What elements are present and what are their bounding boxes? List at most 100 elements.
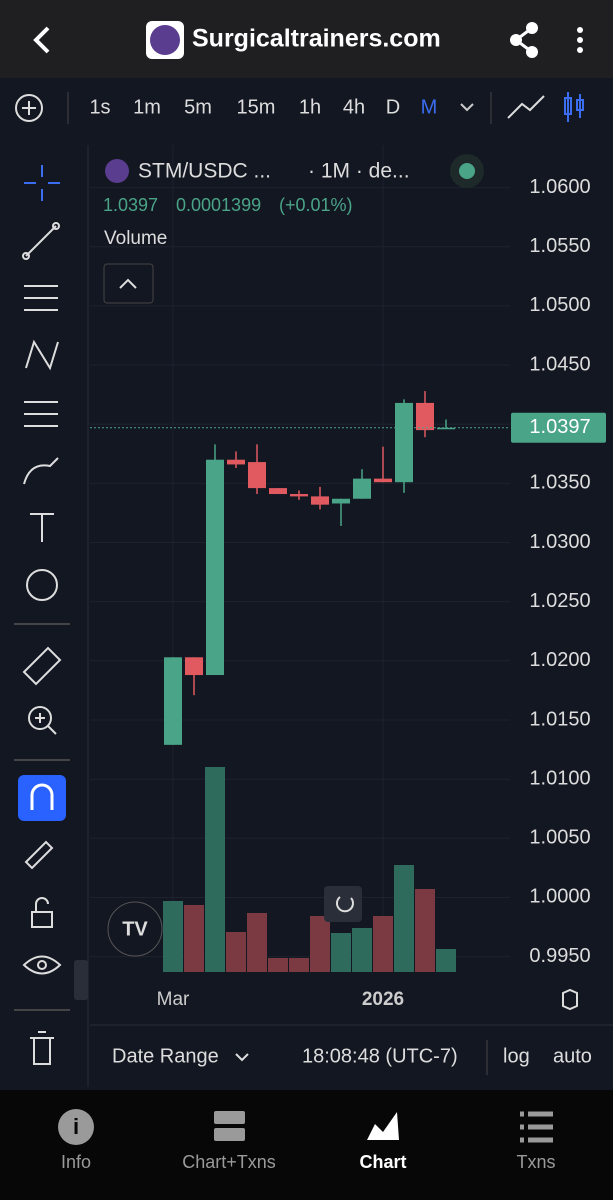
x-tick-label: Mar	[157, 989, 190, 1010]
candle-button[interactable]	[564, 92, 584, 122]
toolbar-toggle[interactable]	[74, 960, 88, 1000]
nav-item[interactable]: Chart	[359, 1152, 406, 1172]
log-toggle[interactable]: log	[503, 1045, 530, 1067]
nav-item[interactable]: Txns	[516, 1152, 555, 1172]
y-tick-label: 1.0300	[529, 531, 590, 553]
chart: 1.06001.05501.05001.04501.04001.03501.03…	[90, 145, 606, 1010]
candle-body	[269, 488, 287, 495]
more-timeframes[interactable]	[460, 103, 474, 112]
volume-bar	[310, 916, 330, 972]
study-label: Volume	[104, 228, 167, 249]
volume-bar	[436, 949, 456, 972]
y-tick-label: 0.9950	[529, 945, 590, 967]
y-tick-label: 1.0550	[529, 235, 590, 257]
y-tick-label: 1.0100	[529, 767, 590, 789]
volume-bar	[289, 958, 309, 972]
candle-body	[374, 478, 392, 483]
nav-items: Info Chart+Txns Chart Txns	[61, 1152, 556, 1172]
timeframe[interactable]: 4h	[343, 96, 365, 118]
tv-logo	[107, 901, 163, 957]
timeframes: 1s 1m 5m 15m 1h 4h D M	[89, 96, 437, 118]
date-range-caret	[235, 1053, 249, 1062]
tool-icons	[14, 165, 70, 761]
change: 0.0001399	[176, 195, 261, 215]
status-dot	[459, 163, 475, 179]
y-tick-label: 1.0500	[529, 294, 590, 316]
bottom-nav	[0, 1090, 613, 1200]
y-tick-label: 1.0150	[529, 708, 590, 730]
site-title: Surgicaltrainers.com	[192, 25, 441, 53]
symbol-logo	[105, 159, 129, 183]
settings-button[interactable]	[562, 988, 578, 1011]
magnet-button[interactable]	[18, 775, 66, 821]
nav-item[interactable]: Info	[61, 1152, 91, 1172]
menu-button[interactable]	[577, 27, 583, 53]
candle-body	[227, 459, 245, 465]
chart-icon	[367, 1112, 399, 1140]
reset-icon	[335, 896, 354, 913]
candle-body	[353, 478, 371, 499]
volume-bar	[163, 901, 183, 972]
back-button[interactable]	[33, 26, 50, 54]
reset-button[interactable]	[324, 886, 362, 922]
auto-toggle[interactable]: auto	[553, 1045, 592, 1067]
last-value: 1.0397	[103, 195, 158, 215]
candle-body	[311, 496, 329, 505]
tv-logo-mark: TV	[122, 918, 148, 940]
x-tick-label: 2026	[362, 989, 404, 1010]
change-pct: (+0.01%)	[279, 195, 353, 215]
y-tick-label: 1.0450	[529, 353, 590, 375]
collapse-icon	[119, 278, 137, 289]
add-button[interactable]	[15, 94, 43, 122]
magnet-icon	[30, 783, 54, 810]
info-icon	[58, 1109, 94, 1145]
share-button[interactable]	[510, 22, 538, 58]
volume-bar	[394, 865, 414, 972]
timeframe[interactable]: 1h	[299, 96, 321, 118]
timeframe[interactable]: 1s	[89, 96, 110, 118]
logo-mark	[150, 25, 180, 55]
y-tick-label: 1.0250	[529, 590, 590, 612]
candle-body	[248, 462, 266, 489]
interval: · 1M · de...	[308, 160, 410, 183]
y-tick-label: 1.0200	[529, 649, 590, 671]
add-icon	[22, 101, 36, 115]
y-tick-label: 1.0000	[529, 886, 590, 908]
y-tick-label: 1.0600	[529, 176, 590, 198]
last-price-label: 1.0397	[529, 416, 590, 438]
symbol: STM/USDC ...	[138, 160, 271, 183]
candle-body	[332, 498, 350, 504]
volume-bar	[247, 913, 267, 972]
candle-body	[290, 494, 308, 497]
line-chart-button[interactable]	[507, 95, 545, 119]
timeframe[interactable]: 5m	[184, 96, 212, 118]
tool-icons-lower	[14, 840, 70, 1065]
candle-body	[416, 402, 434, 431]
candle-body	[395, 402, 413, 483]
clock: 18:08:48 (UTC-7)	[302, 1045, 458, 1067]
timeframe-bar	[0, 78, 613, 138]
timeframe[interactable]: D	[386, 96, 400, 118]
collapse-button[interactable]	[103, 263, 154, 304]
timeframe[interactable]: 15m	[237, 96, 276, 118]
volume-bar	[331, 933, 351, 972]
date-range[interactable]: Date Range	[112, 1045, 219, 1067]
nav-item[interactable]: Chart+Txns	[182, 1152, 276, 1172]
volume-bar	[205, 767, 225, 972]
y-tick-label: 1.0050	[529, 827, 590, 849]
volume-bar	[373, 916, 393, 972]
candle-body	[437, 427, 455, 430]
info-glyph: i	[73, 1114, 79, 1139]
chart-txns-icon	[214, 1111, 245, 1124]
timeframe[interactable]: M	[421, 96, 438, 118]
candle-body	[164, 657, 182, 745]
chart-txns-icon	[214, 1128, 245, 1141]
timeframe[interactable]: 1m	[133, 96, 161, 118]
candle-body	[185, 657, 203, 676]
last-price-tag	[511, 412, 606, 443]
volume-bar	[268, 958, 288, 972]
candle-body	[206, 459, 224, 676]
drawing-toolbar	[0, 145, 88, 1087]
